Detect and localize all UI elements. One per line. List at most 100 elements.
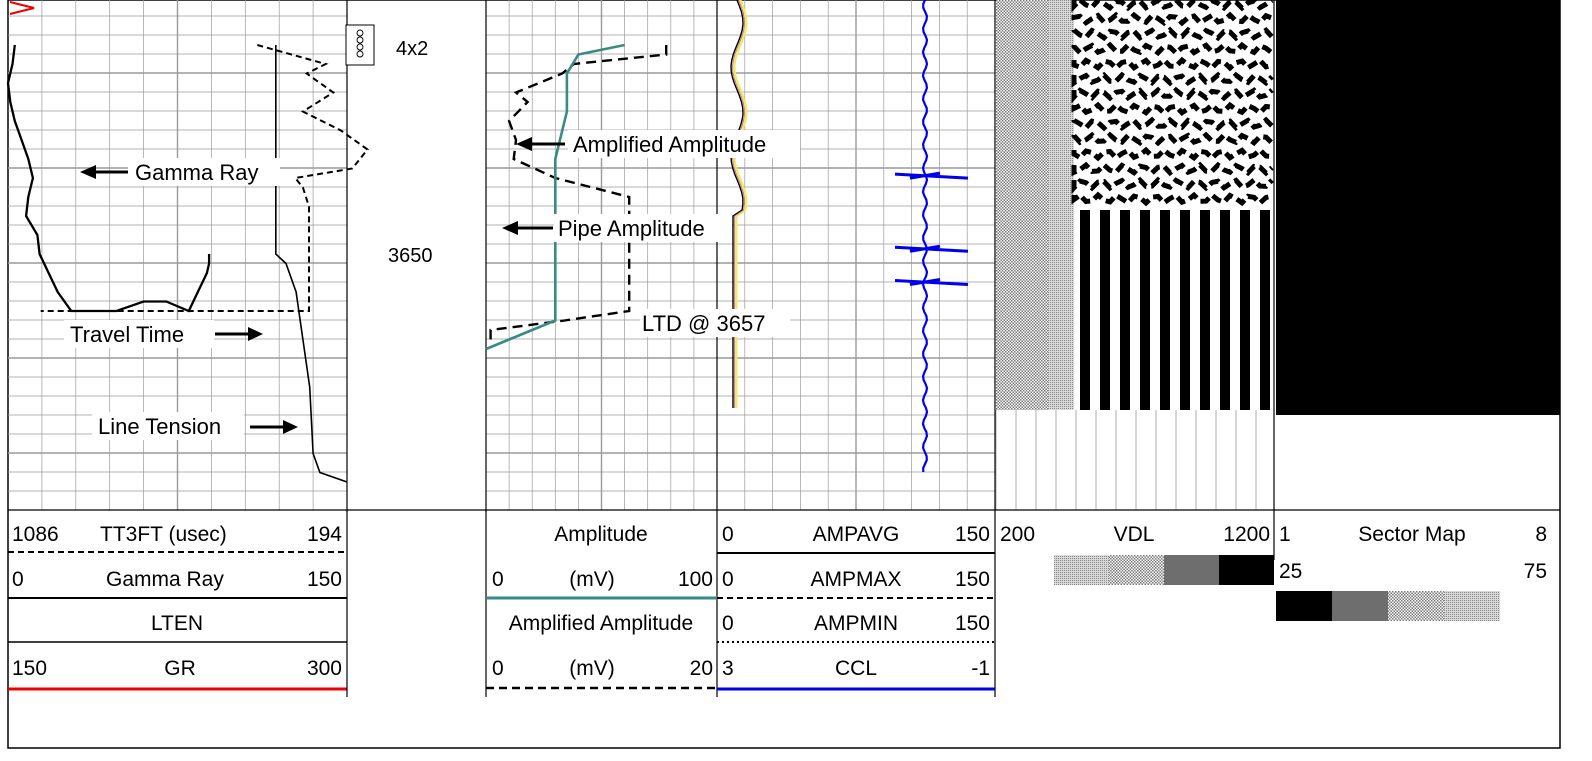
svg-text:(mV): (mV) [569,657,615,680]
svg-text:300: 300 [307,657,342,680]
vdl-stripe [1160,210,1170,410]
vdl-stripe [1140,210,1150,410]
vdl-band [1071,26,1274,42]
vdl-image [996,0,1274,410]
vdl-stripe [1080,210,1090,410]
svg-text:AMPAVG: AMPAVG [813,523,900,546]
vdl-stripe [1100,210,1110,410]
vdl-band [1071,86,1274,104]
track2-grid [486,0,717,510]
vdl-band [1071,101,1273,117]
legend-sector-map: 1 Sector Map 8 25 75 [1276,523,1547,621]
svg-text:LTEN: LTEN [151,612,203,635]
ampmin-curve [732,0,745,408]
track-separators [8,0,1560,697]
svg-text:0: 0 [722,523,734,546]
svg-text:194: 194 [307,523,342,546]
legend-track2: Amplitude 0 (mV) 100 Amplified Amplitude… [485,510,717,697]
svg-text:Amplitude: Amplitude [554,523,647,546]
arrow-left-icon [502,221,518,235]
amplified-amplitude-curve [485,43,625,351]
svg-text:150: 150 [955,612,990,635]
svg-text:Line Tension: Line Tension [98,414,221,439]
ccl-collar-spike [894,278,969,286]
svg-text:Amplified Amplitude: Amplified Amplitude [573,132,766,157]
pipe-amplitude-curve [489,45,668,340]
svg-text:3: 3 [722,657,734,680]
svg-text:0: 0 [722,612,734,635]
vdl-band [1071,0,1274,13]
svg-text:1200: 1200 [1223,523,1270,546]
vdl-band [1071,191,1273,207]
vdl-band [1071,176,1274,195]
annotation-amplified-amplitude: Amplified Amplitude [516,130,800,158]
svg-text:150: 150 [307,568,342,591]
svg-text:75: 75 [1524,560,1547,583]
vdl-stripe [1200,210,1210,410]
svg-text:25: 25 [1279,560,1302,583]
depth-label: 3650 [388,245,433,267]
svg-text:200: 200 [1000,523,1035,546]
gr-curve [9,1,35,15]
vdl-band [1071,11,1273,27]
track1-grid [8,0,347,510]
vdl-band [1071,131,1274,147]
vdl-band [1071,71,1274,88]
line-tension-curve [275,45,348,483]
svg-text:1086: 1086 [12,523,59,546]
svg-text:0: 0 [492,657,504,680]
sector-map-image [1276,0,1560,415]
annotation-line-tension: Line Tension [92,412,298,440]
svg-text:150: 150 [12,657,47,680]
legend-vdl: 200 VDL 1200 [1000,523,1274,585]
arrow-left-icon [516,137,532,151]
vdl-grid [995,410,1257,510]
vdl-stripe [1180,210,1190,410]
svg-text:0: 0 [12,568,24,591]
svg-text:-1: -1 [971,657,990,680]
vdl-band [1071,41,1274,57]
vdl-band [1071,116,1274,132]
legend-track1: 1086 TT3FT (usec) 194 0 Gamma Ray 150 LT… [8,510,348,697]
svg-text:Sector Map: Sector Map [1358,523,1465,546]
arrow-left-icon [80,165,96,179]
annotation-travel-time: Travel Time [64,320,263,348]
svg-text:100: 100 [678,568,713,591]
annotation-pipe-amplitude: Pipe Amplitude [502,214,732,242]
vdl-stripe [1260,210,1270,410]
svg-text:20: 20 [690,657,713,680]
svg-text:150: 150 [955,523,990,546]
vdl-stripe [1220,210,1230,410]
legend-track3: 0 AMPAVG 150 0 AMPMAX 150 0 AMPMIN 150 3… [717,523,995,691]
svg-text:CCL: CCL [835,657,877,680]
svg-text:Travel Time: Travel Time [70,322,184,347]
ccl-collar-spike [894,244,969,253]
svg-text:0: 0 [492,568,504,591]
casing-size-label: 4x2 [396,38,428,60]
svg-text:AMPMIN: AMPMIN [814,612,898,635]
svg-text:1: 1 [1279,523,1291,546]
svg-text:VDL: VDL [1114,523,1155,546]
svg-text:150: 150 [955,568,990,591]
travel-time-curve [40,44,369,312]
svg-text:0: 0 [722,568,734,591]
svg-text:(mV): (mV) [569,568,615,591]
svg-text:Gamma Ray: Gamma Ray [106,568,224,591]
arrow-right-icon [283,420,298,434]
vdl-band [1071,146,1273,162]
svg-text:AMPMAX: AMPMAX [810,568,901,591]
ampavg-curve [732,0,748,408]
svg-text:TT3FT (usec): TT3FT (usec) [100,523,227,546]
svg-text:Pipe Amplitude: Pipe Amplitude [558,216,705,241]
annotation-gamma-ray: Gamma Ray [80,158,280,186]
ampmax-curve [730,0,744,408]
svg-text:Amplified Amplitude: Amplified Amplitude [509,612,693,635]
vdl-band [1071,56,1273,72]
track3-grid [717,0,995,510]
vdl-stripe [1120,210,1130,410]
vdl-band [1071,161,1274,177]
vdl-stripe [1240,210,1250,410]
svg-text:GR: GR [164,657,196,680]
svg-text:8: 8 [1535,523,1547,546]
